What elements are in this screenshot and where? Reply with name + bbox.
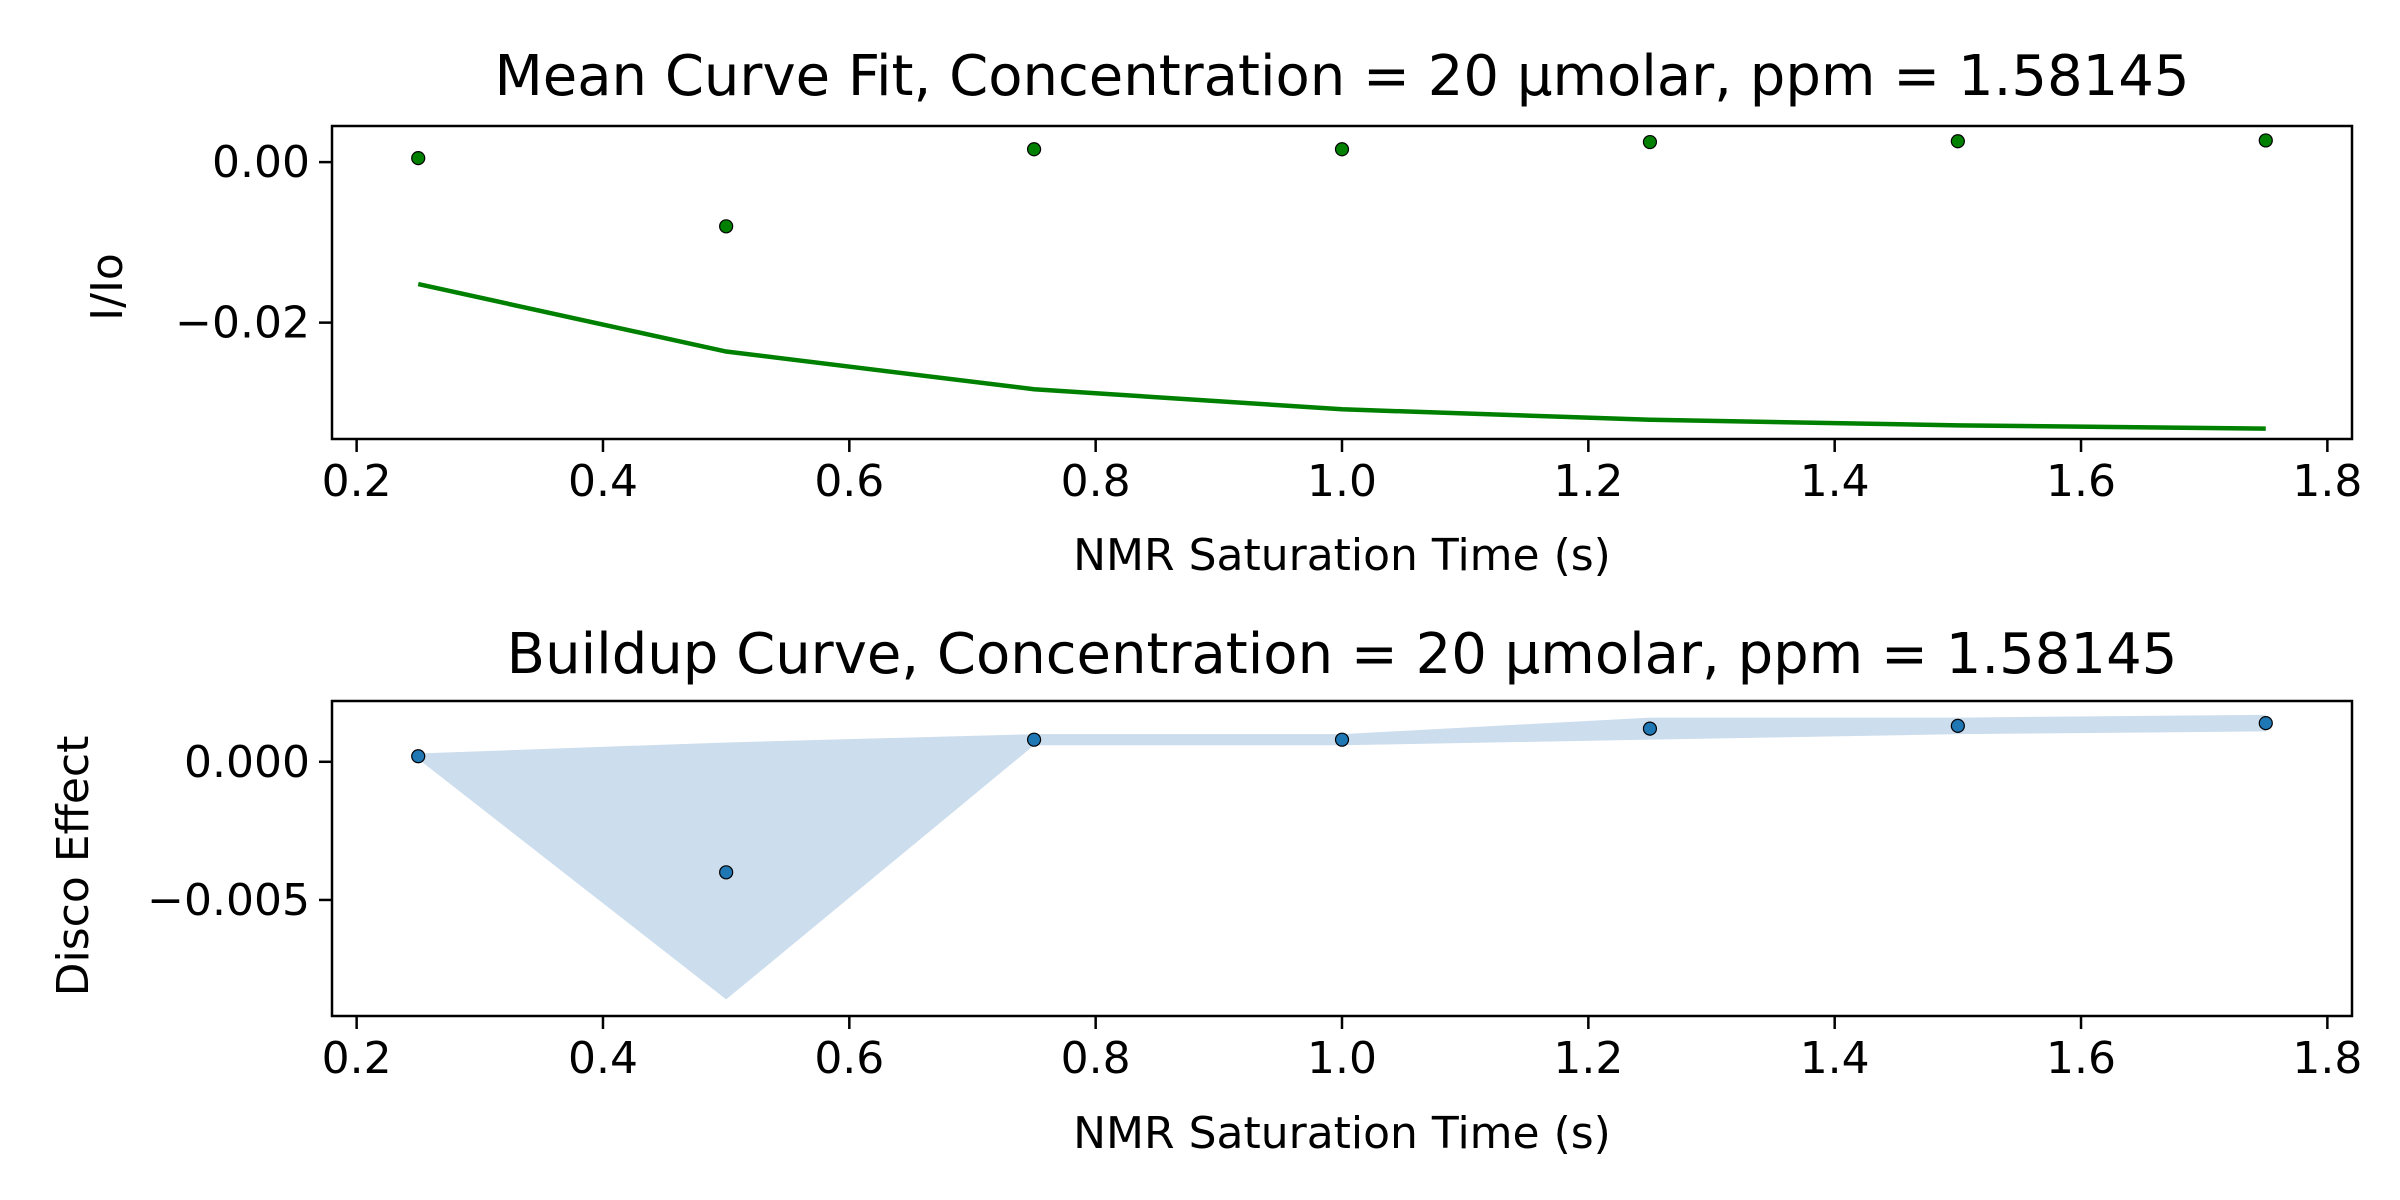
- plot-area: [411, 133, 2273, 431]
- data-point: [1950, 718, 1965, 733]
- data-point: [1950, 134, 1965, 149]
- x-tick-label: 0.2: [322, 456, 392, 507]
- data-point: [2258, 133, 2273, 148]
- panel-mean-curve-fit: Mean Curve Fit, Concentration = 20 μmola…: [82, 44, 2362, 581]
- x-tick-label: 1.2: [1553, 1033, 1623, 1084]
- error-band: [418, 714, 2266, 1000]
- x-tick-label: 1.0: [1307, 1033, 1377, 1084]
- data-point: [1026, 142, 1042, 157]
- x-tick-label: 0.6: [814, 456, 884, 507]
- x-tick-label: 0.4: [568, 1033, 638, 1084]
- x-tick-label: 1.8: [2292, 1033, 2362, 1084]
- x-tick-label: 0.8: [1061, 456, 1131, 507]
- data-point: [1026, 732, 1042, 747]
- x-tick-label: 1.4: [1800, 456, 1870, 507]
- plot-area: [411, 714, 2273, 1000]
- data-point: [1642, 721, 1658, 736]
- y-tick-label: −0.02: [175, 298, 310, 349]
- chart-title: Mean Curve Fit, Concentration = 20 μmola…: [494, 44, 2189, 109]
- data-point: [719, 865, 734, 880]
- x-tick-label: 1.4: [1800, 1033, 1870, 1084]
- x-axis: 0.2 0.4 0.6 0.8 1.0 1.2 1.4 1.6 1.8: [322, 439, 2362, 507]
- panel-buildup-curve: Buildup Curve, Concentration = 20 μmolar…: [48, 622, 2362, 1159]
- y-tick-label: 0.000: [184, 737, 310, 788]
- x-tick-label: 1.0: [1307, 456, 1377, 507]
- x-tick-label: 0.2: [322, 1033, 392, 1084]
- y-axis-label: I/Io: [82, 253, 133, 321]
- x-tick-label: 1.6: [2046, 456, 2116, 507]
- y-axis-label: Disco Effect: [48, 736, 99, 997]
- chart-title: Buildup Curve, Concentration = 20 μmolar…: [507, 622, 2178, 687]
- x-tick-label: 1.2: [1553, 456, 1623, 507]
- y-axis: 0.000 −0.005: [147, 737, 332, 926]
- x-axis-label: NMR Saturation Time (s): [1073, 1108, 1611, 1159]
- axes-frame: [330, 124, 2354, 441]
- x-tick-label: 0.6: [814, 1033, 884, 1084]
- x-tick-label: 0.4: [568, 456, 638, 507]
- y-axis: 0.00 −0.02: [175, 137, 332, 349]
- data-point: [1334, 142, 1350, 157]
- data-point: [411, 151, 426, 166]
- data-point: [411, 749, 426, 764]
- data-point: [1334, 732, 1350, 747]
- data-point: [2258, 716, 2273, 731]
- x-axis: 0.2 0.4 0.6 0.8 1.0 1.2 1.4 1.6 1.8: [322, 1016, 2362, 1084]
- x-tick-label: 1.6: [2046, 1033, 2116, 1084]
- data-point: [719, 219, 734, 234]
- x-axis-label: NMR Saturation Time (s): [1073, 530, 1611, 581]
- fit-line: [417, 281, 2266, 431]
- y-tick-label: 0.00: [212, 137, 310, 188]
- x-tick-label: 1.8: [2292, 456, 2362, 507]
- x-tick-label: 0.8: [1061, 1033, 1131, 1084]
- data-point: [1642, 134, 1658, 150]
- y-tick-label: −0.005: [147, 875, 310, 926]
